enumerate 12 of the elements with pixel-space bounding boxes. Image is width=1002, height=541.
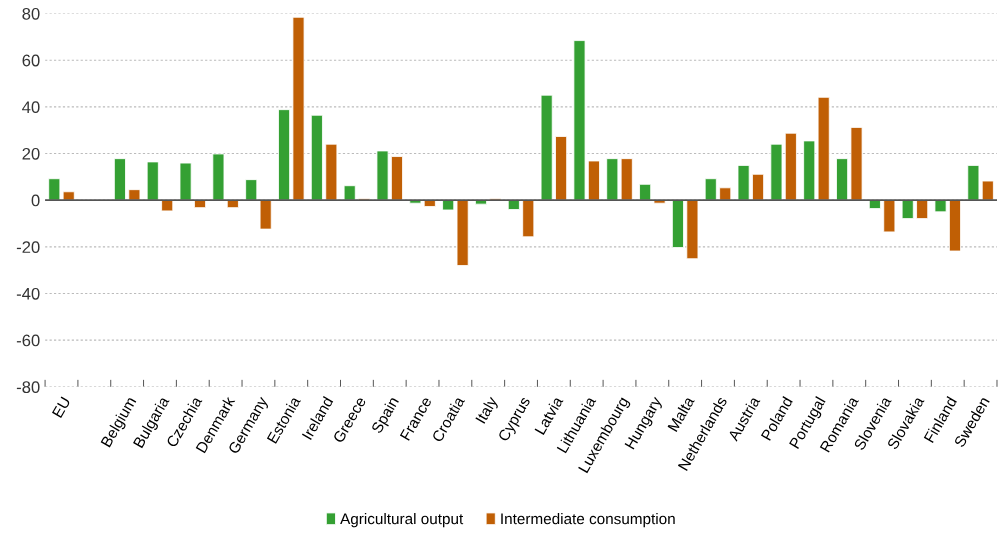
y-tick-label: 60 (22, 54, 40, 67)
y-tick-label: -40 (16, 287, 40, 300)
legend-label: Intermediate consumption (501, 513, 675, 528)
x-tick-label: EU (52, 396, 71, 419)
y-tick-label: 80 (22, 7, 40, 20)
y-tick-label: 20 (22, 147, 40, 160)
y-tick-label: -60 (16, 334, 40, 347)
legend-label: Agricultural output (340, 513, 464, 528)
y-tick-label: -80 (16, 381, 40, 394)
y-tick-label: 0 (31, 194, 40, 207)
y-tick-label: 40 (22, 101, 40, 114)
y-tick-label: -20 (16, 241, 40, 254)
